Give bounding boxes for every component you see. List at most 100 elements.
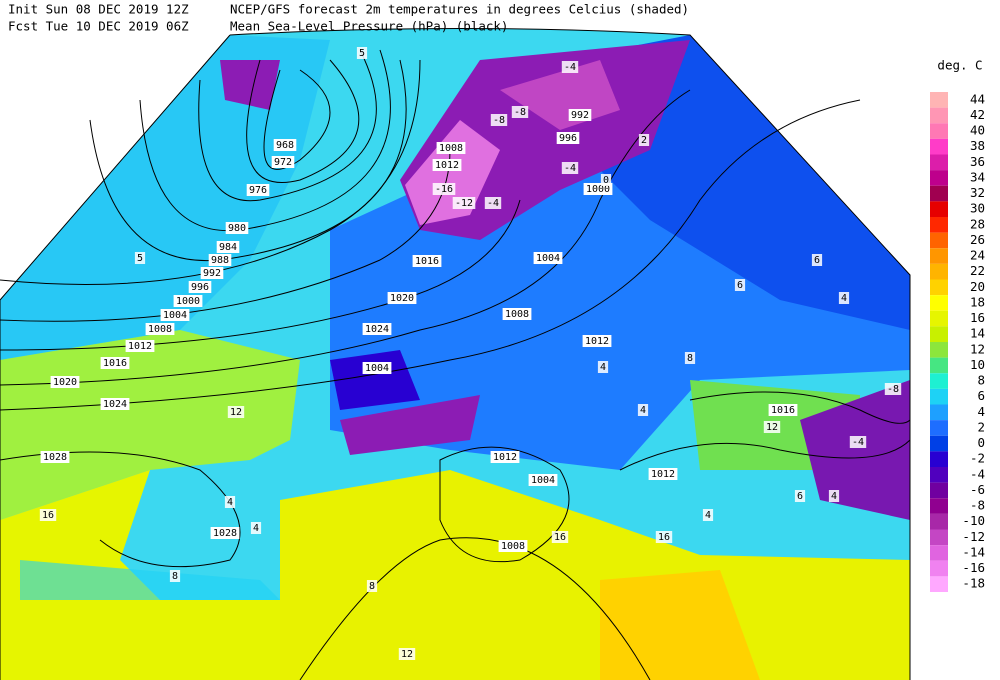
- legend-unit: deg. C: [937, 58, 982, 73]
- legend-label: 8: [977, 373, 985, 388]
- temperature-label-box: [794, 490, 806, 502]
- legend-label: 4: [977, 404, 985, 419]
- map-title: NCEP/GFS forecast 2m temperatures in deg…: [230, 2, 689, 17]
- isobar-label: 1024: [365, 324, 389, 335]
- temperature-label-box: [484, 197, 502, 209]
- legend-swatch: [930, 404, 948, 421]
- legend-label: 34: [970, 169, 985, 184]
- legend-swatch: [930, 263, 948, 280]
- legend-label: 44: [970, 91, 985, 106]
- isobar-label: 984: [219, 242, 237, 253]
- isobar-label: 1016: [103, 358, 127, 369]
- legend-label: 42: [970, 107, 985, 122]
- temperature-label-box: [432, 183, 456, 195]
- legend-swatch: [930, 388, 948, 405]
- temperature-label-box: [561, 61, 579, 73]
- legend-swatch: [930, 123, 948, 139]
- temperature-label-box: [490, 114, 508, 126]
- isobar-label-box: [40, 451, 70, 463]
- isobar-label-box: [216, 241, 240, 253]
- isobar-label-box: [582, 335, 612, 347]
- legend-swatch: [930, 357, 948, 374]
- legend-label: -18: [962, 576, 985, 591]
- temperature-label-box: [356, 47, 368, 59]
- isobar-label: 1020: [53, 377, 77, 388]
- legend-label: 20: [970, 279, 985, 294]
- legend-swatch: [930, 201, 948, 217]
- temperature-label: 4: [831, 491, 837, 502]
- temperature-label-box: [511, 106, 529, 118]
- isobar-label-box: [568, 109, 592, 121]
- temperature-label: -8: [514, 107, 526, 118]
- map-border: [0, 28, 911, 680]
- temperature-label-box: [838, 292, 850, 304]
- isobar-label: 996: [559, 133, 577, 144]
- legend-swatch: [930, 482, 948, 499]
- isobar-label: 1008: [501, 541, 525, 552]
- legend-label: -8: [970, 498, 985, 513]
- legend-label: -6: [970, 482, 985, 497]
- legend-label: 6: [977, 388, 985, 403]
- temperature-label: -8: [887, 384, 899, 395]
- legend-swatch: [930, 498, 948, 514]
- legend-label: 10: [970, 357, 985, 372]
- temperature-label-box: [600, 174, 612, 186]
- legend-label: 30: [970, 201, 985, 216]
- legend-swatch: [930, 310, 948, 327]
- isobar-label-box: [100, 357, 130, 369]
- isobar-label: 1000: [586, 184, 610, 195]
- legend-swatch: [930, 420, 948, 436]
- legend-label: 16: [970, 310, 985, 325]
- temperature-label-box: [884, 383, 902, 395]
- isobar-label: 1008: [148, 324, 172, 335]
- isobar-label: 1004: [536, 253, 560, 264]
- isobar-label-box: [271, 156, 295, 168]
- temperature-label-box: [250, 522, 262, 534]
- legend-swatch: [930, 560, 948, 577]
- isobar-label-box: [188, 281, 212, 293]
- temperature-label: 6: [814, 255, 820, 266]
- isobar-label-box: [387, 292, 417, 304]
- legend-swatch: [930, 232, 948, 249]
- isobar-label: 992: [571, 110, 589, 121]
- temperature-label: 6: [737, 280, 743, 291]
- legend-label: 2: [977, 419, 985, 434]
- isobar-label: 1000: [176, 296, 200, 307]
- legend-label: 22: [970, 263, 985, 278]
- temperature-label: -4: [564, 62, 576, 73]
- isobar-label: 988: [211, 255, 229, 266]
- temperature-label: 4: [841, 293, 847, 304]
- isobar-label: 1028: [43, 452, 67, 463]
- temperature-label: 8: [369, 581, 375, 592]
- legend-label: 28: [970, 216, 985, 231]
- isobar-label-box: [768, 404, 798, 416]
- legend-swatch: [930, 107, 948, 124]
- legend-label: -12: [962, 529, 985, 544]
- legend-swatch: [930, 170, 948, 186]
- legend-swatch: [930, 217, 948, 233]
- temperature-label: 8: [172, 571, 178, 582]
- legend-label: 0: [977, 435, 985, 450]
- isobar-label-box: [648, 468, 678, 480]
- init-time: Init Sun 08 DEC 2019 12Z: [8, 2, 189, 17]
- temperature-label-box: [734, 279, 746, 291]
- legend-swatch: [930, 467, 948, 483]
- legend-swatch: [930, 513, 948, 530]
- isobar-label-box: [125, 340, 155, 352]
- legend-label: 14: [970, 326, 985, 341]
- legend-swatch: [930, 326, 948, 342]
- isobar-label: 1004: [531, 475, 555, 486]
- isobar-label-box: [210, 527, 240, 539]
- legend-swatch: [930, 373, 948, 389]
- color-legend: deg. C 444240383634323028262422201816141…: [930, 58, 985, 592]
- isobar-label: 1008: [505, 309, 529, 320]
- isobar-label-box: [225, 222, 249, 234]
- isobar-label-box: [145, 323, 175, 335]
- temperature-label-box: [134, 252, 146, 264]
- isobar-label-box: [362, 323, 392, 335]
- isobar-label-box: [208, 254, 232, 266]
- isobar-label-box: [362, 362, 392, 374]
- isobar-label: 992: [203, 268, 221, 279]
